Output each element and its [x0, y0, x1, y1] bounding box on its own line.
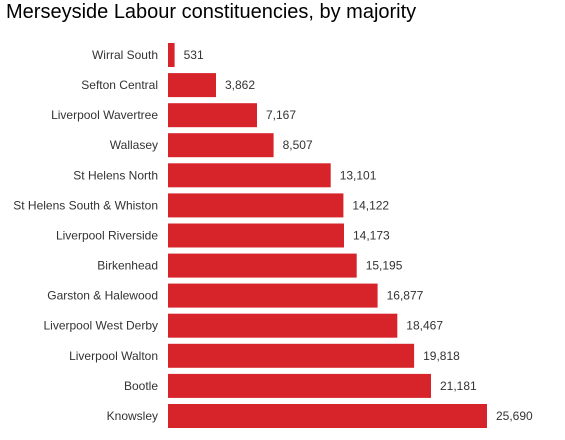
value-label: 14,173 [353, 229, 390, 243]
bar-st-helens-south-whiston [168, 193, 344, 218]
value-label: 21,181 [440, 379, 477, 393]
value-label: 14,122 [352, 198, 389, 212]
bar-liverpool-riverside [168, 223, 344, 248]
bar-st-helens-north [168, 163, 331, 188]
bar-garston-halewood [168, 283, 378, 308]
bar-sefton-central [168, 73, 216, 98]
value-label: 3,862 [225, 78, 255, 92]
bar-liverpool-wavertree [168, 103, 257, 128]
value-label: 531 [184, 48, 204, 62]
category-labels: Wirral South Sefton Central Liverpool Wave… [13, 48, 158, 423]
category-label: Bootle [124, 379, 158, 393]
value-label: 15,195 [366, 259, 403, 273]
bar-birkenhead [168, 253, 357, 278]
chart-title: Merseyside Labour constituencies, by maj… [6, 1, 417, 23]
category-label: Sefton Central [81, 78, 158, 92]
bars-group [168, 43, 487, 428]
category-label: Liverpool West Derby [44, 319, 159, 333]
category-label: Knowsley [107, 409, 158, 423]
category-label: Wirral South [92, 48, 158, 62]
bar-bootle [168, 373, 431, 398]
value-label: 13,101 [340, 168, 377, 182]
value-label: 19,818 [423, 349, 460, 363]
category-label: Garston & Halewood [47, 289, 158, 303]
bar-liverpool-walton [168, 343, 415, 368]
value-label: 25,690 [496, 409, 533, 423]
bar-wallasey [168, 133, 274, 158]
bar-liverpool-west-derby [168, 313, 398, 338]
bar-knowsley [168, 404, 487, 428]
value-label: 18,467 [406, 319, 443, 333]
category-label: Liverpool Wavertree [51, 108, 158, 122]
category-label: St Helens South & Whiston [13, 198, 158, 212]
category-label: Wallasey [110, 138, 158, 152]
value-label: 8,507 [283, 138, 313, 152]
category-label: St Helens North [73, 168, 158, 182]
value-labels: 531 3,862 7,167 8,507 13,101 14,122 14,173 15,1… [184, 48, 533, 423]
category-label: Liverpool Walton [69, 349, 158, 363]
value-label: 16,877 [387, 289, 424, 303]
category-label: Liverpool Riverside [56, 229, 158, 243]
bar-wirral-south [168, 43, 175, 67]
value-label: 7,167 [266, 108, 296, 122]
category-label: Birkenhead [97, 259, 158, 273]
